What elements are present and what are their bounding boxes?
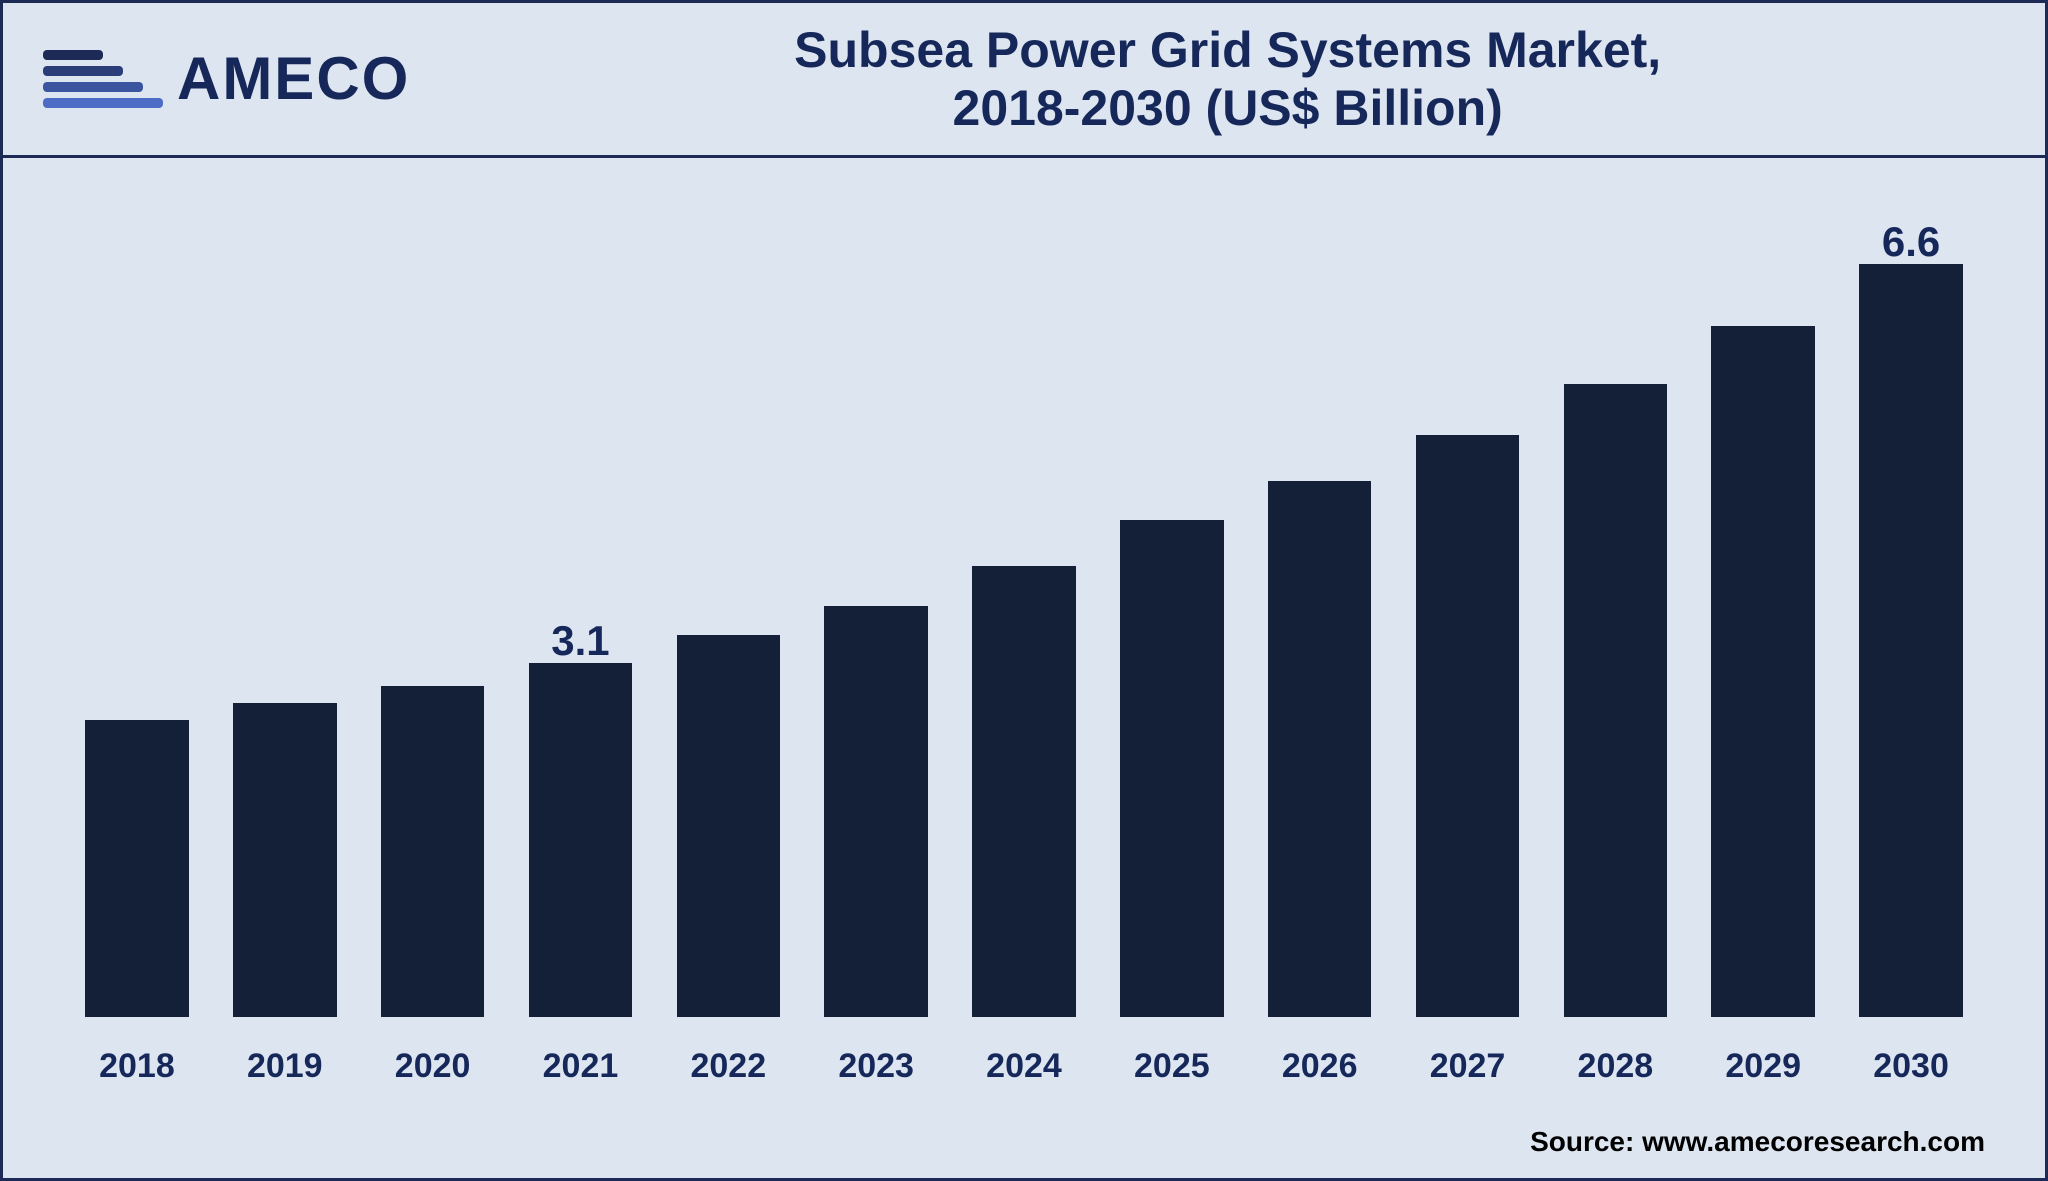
bar-value-label: 3.1 xyxy=(551,617,609,665)
plot-area: 3.16.6 201820192020202120222023202420252… xyxy=(3,158,2045,1126)
bar xyxy=(1120,520,1223,1017)
bar-column xyxy=(654,218,802,1017)
bar xyxy=(1711,326,1814,1017)
bar xyxy=(1268,481,1371,1017)
bar-column: 3.1 xyxy=(507,218,655,1017)
bar-column xyxy=(1394,218,1542,1017)
chart-title-block: Subsea Power Grid Systems Market, 2018-2… xyxy=(450,21,2005,137)
x-tick-label: 2018 xyxy=(63,1047,211,1086)
brand-logo-mark xyxy=(43,50,163,108)
chart-header: AMECO Subsea Power Grid Systems Market, … xyxy=(3,3,2045,158)
brand-logo-stripe xyxy=(43,66,123,76)
chart-card: AMECO Subsea Power Grid Systems Market, … xyxy=(0,0,2048,1181)
bar-column xyxy=(1541,218,1689,1017)
bar xyxy=(529,663,632,1017)
chart-title-line1: Subsea Power Grid Systems Market, xyxy=(450,21,2005,79)
brand-logo-text: AMECO xyxy=(177,49,410,109)
source-attribution: Source: www.amecoresearch.com xyxy=(3,1126,2045,1178)
bar-column xyxy=(1098,218,1246,1017)
bar xyxy=(824,606,927,1017)
bar-column xyxy=(802,218,950,1017)
brand-logo: AMECO xyxy=(43,49,410,109)
brand-logo-stripe xyxy=(43,82,143,92)
bar-column xyxy=(359,218,507,1017)
bar-column xyxy=(211,218,359,1017)
bar-value-label: 6.6 xyxy=(1882,218,1940,266)
bar-column: 6.6 xyxy=(1837,218,1985,1017)
bar xyxy=(233,703,336,1017)
x-tick-label: 2022 xyxy=(654,1047,802,1086)
x-tick-label: 2026 xyxy=(1246,1047,1394,1086)
x-axis: 2018201920202021202220232024202520262027… xyxy=(63,1047,1985,1086)
x-tick-label: 2028 xyxy=(1541,1047,1689,1086)
chart-title-line2: 2018-2030 (US$ Billion) xyxy=(450,79,2005,137)
bar xyxy=(381,686,484,1017)
x-tick-label: 2023 xyxy=(802,1047,950,1086)
bar xyxy=(1564,384,1667,1017)
bar xyxy=(85,720,188,1017)
bar-column xyxy=(1246,218,1394,1017)
bars-container: 3.1 6.6 xyxy=(63,218,1985,1037)
bar xyxy=(1859,264,1962,1017)
x-tick-label: 2024 xyxy=(950,1047,1098,1086)
bar xyxy=(677,635,780,1017)
x-tick-label: 2030 xyxy=(1837,1047,1985,1086)
x-tick-label: 2027 xyxy=(1394,1047,1542,1086)
bar xyxy=(1416,435,1519,1017)
x-tick-label: 2019 xyxy=(211,1047,359,1086)
bar-column xyxy=(63,218,211,1017)
x-tick-label: 2020 xyxy=(359,1047,507,1086)
brand-logo-stripe xyxy=(43,50,103,60)
x-tick-label: 2029 xyxy=(1689,1047,1837,1086)
brand-logo-stripe xyxy=(43,98,163,108)
x-tick-label: 2021 xyxy=(507,1047,655,1086)
bar-column xyxy=(1689,218,1837,1017)
bar xyxy=(972,566,1075,1017)
bar-column xyxy=(950,218,1098,1017)
x-tick-label: 2025 xyxy=(1098,1047,1246,1086)
